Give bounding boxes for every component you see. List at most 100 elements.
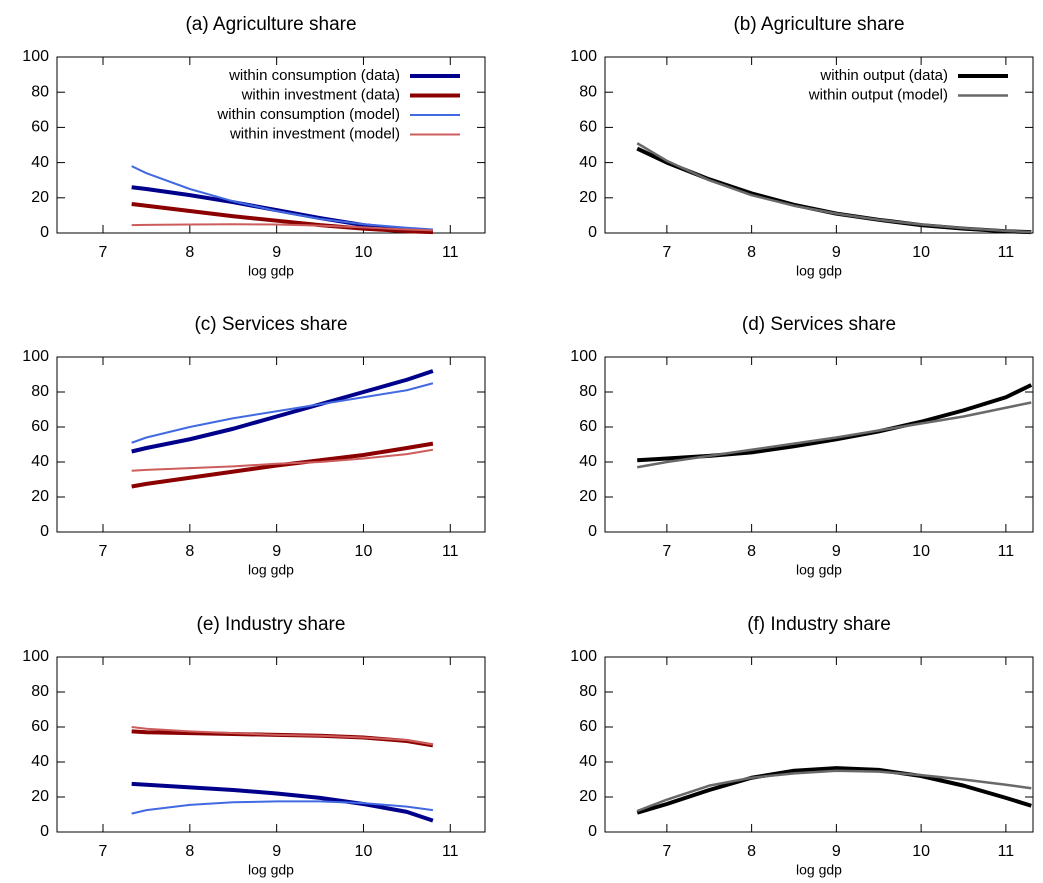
x-tick-label: 10 xyxy=(912,843,930,860)
series-line xyxy=(637,383,1033,463)
x-tick-label: 9 xyxy=(832,244,841,261)
y-tick-label: 20 xyxy=(579,788,597,805)
y-tick-label: 60 xyxy=(31,418,49,435)
x-axis-label: log gdp xyxy=(796,562,842,578)
y-tick-label: 60 xyxy=(579,119,597,136)
y-tick-label: 100 xyxy=(22,348,49,365)
series-line xyxy=(636,766,1032,815)
x-tick-label: 11 xyxy=(442,543,459,560)
y-tick-label: 60 xyxy=(579,418,597,435)
series-line xyxy=(131,441,434,489)
series-line xyxy=(131,382,434,444)
y-tick-label: 60 xyxy=(31,119,49,136)
x-tick-label: 9 xyxy=(272,244,281,261)
y-tick-label: 0 xyxy=(40,224,49,241)
chart-title: (f) Industry share xyxy=(747,614,891,635)
x-axis-label: log gdp xyxy=(248,862,294,878)
chart-title: (d) Services share xyxy=(742,314,896,335)
series-line xyxy=(131,726,434,746)
y-tick-label: 20 xyxy=(31,488,49,505)
x-tick-label: 10 xyxy=(912,543,930,560)
x-tick-label: 10 xyxy=(355,244,373,261)
x-tick-label: 8 xyxy=(185,244,194,261)
plot-frame xyxy=(56,56,486,234)
plot-frame xyxy=(56,356,486,533)
series-line xyxy=(131,448,434,472)
y-tick-label: 0 xyxy=(588,224,597,241)
series-line xyxy=(131,201,433,235)
x-tick-label: 8 xyxy=(185,843,194,860)
x-tick-label: 7 xyxy=(99,543,108,560)
legend-label: within investment (data) xyxy=(241,86,400,103)
y-tick-label: 100 xyxy=(570,48,597,65)
y-tick-label: 80 xyxy=(31,383,49,400)
legend-label: within output (model) xyxy=(808,86,948,103)
y-tick-label: 40 xyxy=(579,453,597,470)
y-tick-label: 100 xyxy=(22,648,49,665)
x-tick-label: 7 xyxy=(99,244,108,261)
series-line xyxy=(636,146,1032,235)
plot-frame xyxy=(604,56,1034,234)
legend-label: within output (data) xyxy=(819,67,948,84)
x-tick-label: 10 xyxy=(355,543,373,560)
series-line xyxy=(636,142,1032,234)
y-tick-label: 80 xyxy=(579,683,597,700)
plot-frame xyxy=(56,656,486,833)
series-line xyxy=(636,769,1032,813)
x-axis-label: log gdp xyxy=(248,562,294,578)
x-axis-label: log gdp xyxy=(796,862,842,878)
x-tick-label: 9 xyxy=(272,843,281,860)
y-tick-label: 80 xyxy=(31,683,49,700)
x-tick-label: 7 xyxy=(662,244,671,261)
x-tick-label: 11 xyxy=(998,843,1015,860)
chart-title: (a) Agriculture share xyxy=(185,14,356,35)
x-tick-label: 8 xyxy=(747,244,756,261)
y-tick-label: 20 xyxy=(579,189,597,206)
y-tick-label: 40 xyxy=(579,154,597,171)
x-tick-label: 7 xyxy=(662,843,671,860)
x-tick-label: 11 xyxy=(998,543,1015,560)
x-tick-label: 11 xyxy=(442,843,459,860)
y-tick-label: 80 xyxy=(579,383,597,400)
x-axis-label: log gdp xyxy=(796,263,842,279)
legend-label: within investment (model) xyxy=(229,125,400,142)
y-tick-label: 60 xyxy=(579,718,597,735)
x-tick-label: 11 xyxy=(998,244,1015,261)
x-tick-label: 8 xyxy=(747,543,756,560)
x-tick-label: 9 xyxy=(272,543,281,560)
y-tick-label: 40 xyxy=(579,753,597,770)
x-tick-label: 8 xyxy=(185,543,194,560)
y-tick-label: 100 xyxy=(570,348,597,365)
y-tick-label: 40 xyxy=(31,753,49,770)
chart-title: (c) Services share xyxy=(194,314,347,335)
y-tick-label: 60 xyxy=(31,718,49,735)
y-tick-label: 0 xyxy=(40,523,49,540)
y-tick-label: 0 xyxy=(588,823,597,840)
series-line xyxy=(636,401,1032,469)
x-tick-label: 10 xyxy=(355,843,373,860)
x-tick-label: 9 xyxy=(832,543,841,560)
series-line xyxy=(131,223,433,232)
y-tick-label: 0 xyxy=(40,823,49,840)
y-tick-label: 40 xyxy=(31,154,49,171)
y-tick-label: 40 xyxy=(31,453,49,470)
legend-label: within consumption (model) xyxy=(216,106,400,123)
x-tick-label: 7 xyxy=(662,543,671,560)
series-line xyxy=(131,781,434,823)
x-tick-label: 8 xyxy=(747,843,756,860)
legend-label: within consumption (data) xyxy=(228,67,400,84)
chart-title: (b) Agriculture share xyxy=(733,14,904,35)
chart-title: (e) Industry share xyxy=(197,614,346,635)
series-line xyxy=(131,369,434,454)
y-tick-label: 100 xyxy=(22,48,49,65)
y-tick-label: 20 xyxy=(579,488,597,505)
x-tick-label: 11 xyxy=(442,244,459,261)
y-tick-label: 20 xyxy=(31,788,49,805)
series-line xyxy=(131,800,434,815)
series-line xyxy=(131,165,433,231)
x-tick-label: 7 xyxy=(99,843,108,860)
x-tick-label: 10 xyxy=(912,244,930,261)
y-tick-label: 20 xyxy=(31,189,49,206)
plot-frame xyxy=(604,356,1034,533)
